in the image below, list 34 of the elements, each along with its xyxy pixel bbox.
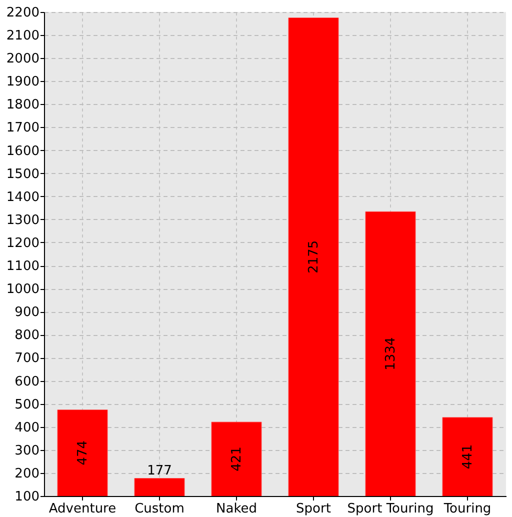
y-tick-label: 1800	[6, 98, 40, 113]
y-tick-label: 200	[14, 466, 40, 482]
x-tick-label: Naked	[216, 502, 258, 516]
y-tick-label: 1700	[6, 120, 40, 136]
y-tick-label: 400	[14, 420, 40, 436]
y-tick-label: 1400	[6, 190, 40, 205]
y-tick-label: 1900	[6, 74, 40, 90]
y-tick-label: 1200	[6, 236, 40, 251]
y-tick-label: 1000	[6, 282, 40, 298]
x-tick-label: Sport Touring	[347, 502, 434, 516]
data-label: 1334	[384, 337, 398, 370]
y-tick-label: 600	[14, 374, 40, 390]
y-tick-label: 1100	[6, 259, 40, 274]
x-tick-label: Adventure	[48, 502, 116, 516]
data-label: 2175	[306, 240, 322, 274]
x-tick-label: Sport	[296, 502, 331, 516]
y-tick-label: 1600	[6, 144, 40, 159]
y-tick-label: 2100	[6, 28, 40, 44]
y-tick-label: 300	[14, 443, 40, 458]
y-tick-label: 2200	[6, 6, 40, 20]
x-tick-label: Touring	[442, 502, 492, 516]
y-tick-label: 1300	[6, 212, 40, 228]
data-label: 421	[230, 446, 244, 472]
x-tick-label: Custom	[134, 502, 184, 516]
y-tick-label: 2000	[6, 52, 40, 67]
data-label: 441	[460, 444, 476, 470]
y-tick-label: 100	[14, 490, 40, 504]
data-label: 474	[76, 440, 90, 466]
y-tick-label: 700	[14, 351, 40, 366]
y-tick-label: 900	[14, 305, 40, 320]
y-tick-label: 1500	[6, 166, 40, 182]
y-tick-label: 500	[14, 397, 40, 412]
data-label: 177	[147, 463, 172, 478]
y-tick-label: 800	[14, 328, 40, 344]
